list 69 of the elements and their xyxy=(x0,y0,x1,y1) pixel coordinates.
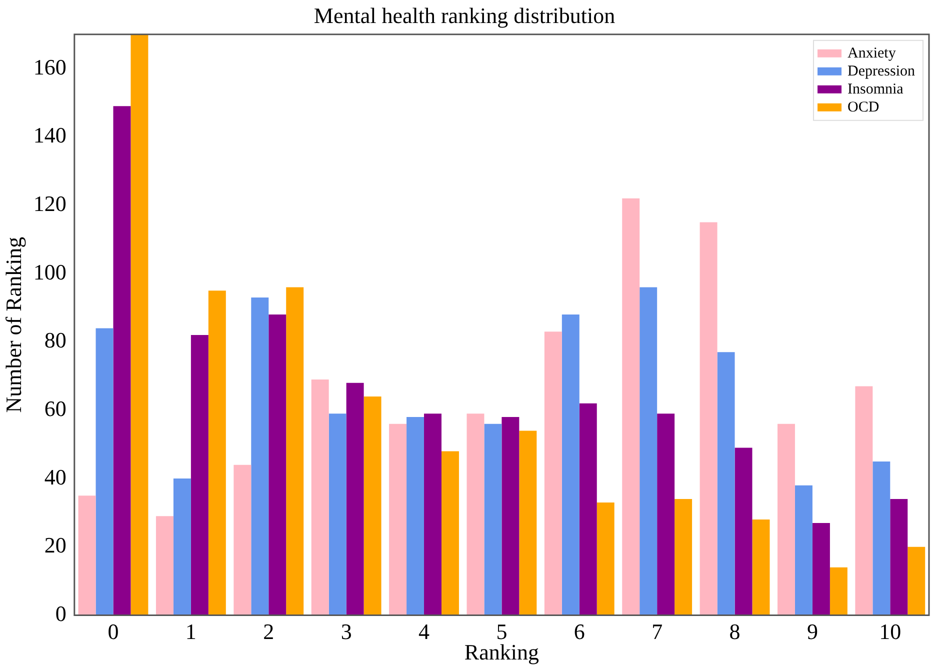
y-tick-label: 120 xyxy=(33,191,66,216)
bar xyxy=(234,464,252,616)
y-axis-title: Number of Ranking xyxy=(0,236,26,413)
x-tick-label: 10 xyxy=(879,619,902,644)
legend-label: Anxiety xyxy=(848,45,896,62)
x-tick-label: 1 xyxy=(185,619,196,644)
bar xyxy=(562,314,580,616)
bar xyxy=(406,417,424,616)
bar xyxy=(173,478,191,616)
bar xyxy=(778,424,795,616)
x-tick-label: 7 xyxy=(652,619,663,644)
x-tick-label: 2 xyxy=(263,619,274,644)
x-tick-label: 4 xyxy=(418,619,430,644)
bar xyxy=(113,106,131,616)
y-tick-label: 40 xyxy=(44,464,66,490)
bar xyxy=(441,451,459,616)
y-tick-label: 20 xyxy=(44,532,66,558)
legend-label: Insomnia xyxy=(848,81,904,98)
bar xyxy=(328,414,346,616)
bar xyxy=(208,290,226,616)
bar xyxy=(268,314,286,616)
bar xyxy=(519,430,537,616)
y-tick-label: 140 xyxy=(33,122,66,148)
bar xyxy=(484,424,502,616)
bar xyxy=(364,396,382,616)
bar xyxy=(156,516,174,616)
bar xyxy=(190,335,208,616)
bar xyxy=(908,546,926,616)
bar xyxy=(466,414,484,616)
bar xyxy=(830,567,848,616)
bar xyxy=(717,352,735,616)
bar xyxy=(596,502,614,616)
y-tick-label: 100 xyxy=(33,259,66,284)
bar xyxy=(872,461,890,616)
bar xyxy=(389,424,407,616)
y-tick-label: 0 xyxy=(55,600,66,626)
y-tick-label: 80 xyxy=(44,328,66,353)
x-tick-label: 3 xyxy=(340,619,352,644)
bar xyxy=(890,499,908,616)
bar xyxy=(579,403,597,616)
bar xyxy=(794,485,812,616)
bar xyxy=(424,414,442,616)
y-tick-label: 60 xyxy=(44,396,66,421)
x-tick-label: 6 xyxy=(574,619,585,644)
bar xyxy=(251,297,269,616)
x-tick-label: 8 xyxy=(729,619,740,644)
bar xyxy=(96,328,114,616)
bar xyxy=(130,34,148,616)
bar xyxy=(346,382,364,616)
x-tick-label: 0 xyxy=(108,619,119,644)
x-tick-label: 9 xyxy=(806,619,818,644)
bar xyxy=(700,222,718,616)
bar xyxy=(311,379,329,616)
bar xyxy=(657,414,675,616)
bar xyxy=(855,386,873,616)
bar xyxy=(502,417,520,616)
bar xyxy=(812,522,830,616)
legend-label: Depression xyxy=(848,63,916,80)
bar xyxy=(734,448,752,616)
bar xyxy=(752,520,770,616)
bar xyxy=(286,287,304,616)
y-tick-label: 160 xyxy=(33,54,66,80)
legend-label: OCD xyxy=(848,99,880,116)
bar xyxy=(622,198,640,616)
bar xyxy=(640,287,658,616)
bar xyxy=(78,496,96,616)
chart-title: Mental health ranking distribution xyxy=(314,2,616,28)
bar xyxy=(544,332,562,616)
bar xyxy=(674,499,692,616)
